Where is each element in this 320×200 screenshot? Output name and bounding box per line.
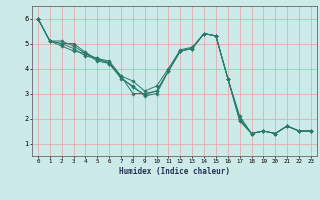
X-axis label: Humidex (Indice chaleur): Humidex (Indice chaleur) bbox=[119, 167, 230, 176]
